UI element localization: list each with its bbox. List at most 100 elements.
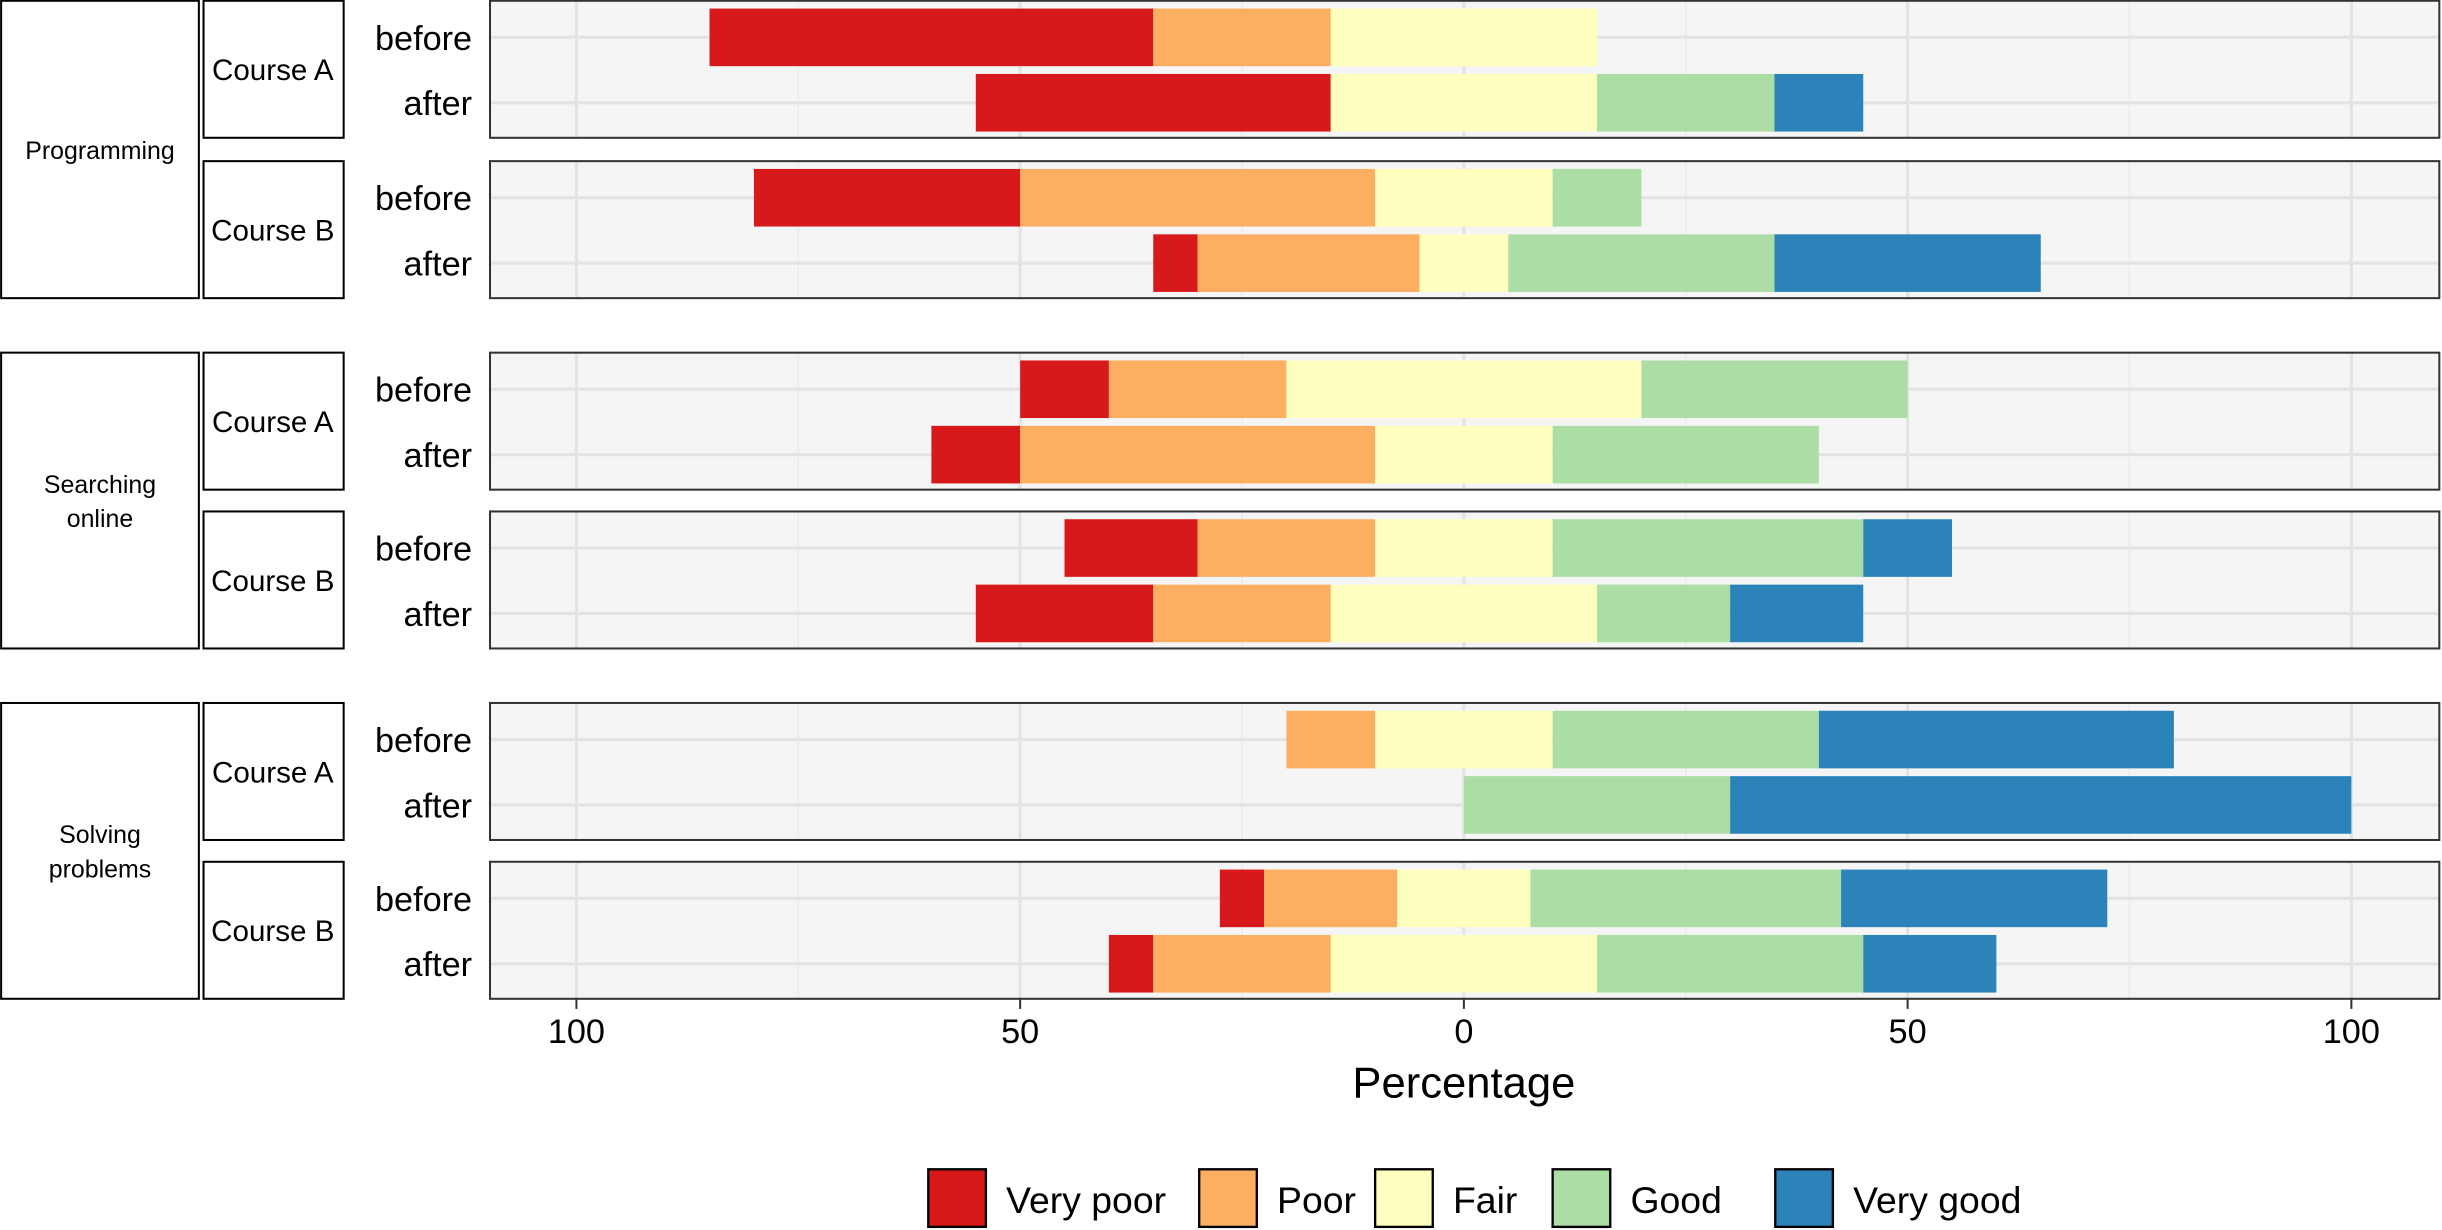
bar-segment-fair: [1286, 360, 1642, 419]
bar-segment-very-good: [1863, 934, 1997, 993]
bar-segment-poor: [1197, 234, 1420, 292]
bar-segment-very-poor: [1153, 234, 1198, 292]
legend-label: Very poor: [1006, 1179, 1166, 1221]
row-label: after: [404, 85, 473, 123]
course-strip: [202, 701, 345, 841]
row-label: before: [375, 20, 472, 58]
legend-label: Good: [1630, 1179, 1721, 1221]
bar-segment-poor: [1197, 519, 1376, 577]
panel-border: [488, 510, 2441, 650]
row-label: after: [404, 437, 473, 475]
legend: Very poor Poor Fair Good Very good: [927, 1168, 2021, 1229]
x-tick-label: 50: [1001, 1013, 1039, 1051]
facet-group: Searching online Course A before after Course…: [0, 351, 2441, 650]
course-strip-label: Course B: [211, 565, 334, 598]
bar-segment-fair: [1375, 519, 1553, 577]
bar-segment-fair: [1375, 710, 1553, 769]
bar-segment-fair: [1330, 73, 1598, 132]
legend-label: Very good: [1853, 1179, 2021, 1221]
legend-item: Very good: [1774, 1168, 2021, 1229]
bar-segment-good: [1552, 519, 1864, 577]
group-strip: [0, 351, 200, 650]
panel-border: [488, 0, 2441, 139]
bar-segment-fair: [1375, 168, 1553, 227]
bar-segment-good: [1552, 425, 1819, 484]
bar-segment-poor: [1108, 360, 1287, 419]
panel-border: [488, 860, 2441, 1000]
legend-item: Poor: [1198, 1168, 1356, 1229]
legend-key: [927, 1168, 988, 1229]
bar-segment-poor: [1286, 710, 1376, 769]
course-strip-label: Course A: [212, 54, 334, 87]
bar-segment-poor: [1020, 425, 1376, 484]
bar-segment-fair: [1375, 425, 1553, 484]
panels: Programming Course A before after Course B be…: [0, 0, 2441, 1000]
bar-segment-very-poor: [1219, 869, 1265, 928]
bar-segment-very-good: [1818, 710, 2174, 769]
legend-item: Fair: [1373, 1168, 1517, 1229]
facet-group: Solving problems Course A before after Course…: [0, 701, 2441, 1000]
course-strip: [202, 351, 345, 491]
legend-item: Very poor: [927, 1168, 1166, 1229]
bar-segment-very-poor: [975, 584, 1154, 643]
group-strip-label: Programming: [25, 137, 175, 165]
legend-label: Poor: [1277, 1179, 1356, 1221]
bar-segment-poor: [1020, 168, 1376, 227]
x-axis-title: Percentage: [1352, 1060, 1575, 1108]
bar-segment-fair: [1419, 234, 1509, 292]
row-label: before: [375, 722, 472, 760]
group-strip-label: Searching online: [44, 471, 156, 533]
bar-segment-very-good: [1774, 73, 1864, 132]
course-strip: [202, 860, 345, 1000]
bar-segment-very-good: [1863, 519, 1952, 577]
bar-segment-poor: [1264, 869, 1398, 928]
legend-key: [1373, 1168, 1434, 1229]
x-tick-label: 0: [1454, 1013, 1473, 1051]
legend-key: [1774, 1168, 1835, 1229]
row-label: after: [404, 946, 473, 984]
row-label: before: [375, 180, 472, 218]
bar-segment-good: [1597, 73, 1775, 132]
row-label: before: [375, 531, 472, 569]
bar-segment-fair: [1330, 8, 1598, 67]
bar-segment-poor: [1153, 584, 1331, 643]
legend-label: Fair: [1453, 1179, 1517, 1221]
panel-border: [488, 701, 2441, 841]
course-strip-label: Course A: [212, 756, 334, 789]
course-strip-label: Course A: [212, 406, 334, 439]
course-strip-label: Course B: [211, 915, 334, 948]
course-strip: [202, 510, 345, 650]
bar-segment-very-good: [1841, 869, 2108, 928]
x-tick-label: 100: [548, 1013, 605, 1051]
bar-segment-very-poor: [1064, 519, 1198, 577]
row-label: before: [375, 881, 472, 919]
bar-segment-very-good: [1730, 584, 1864, 643]
bar-segment-fair: [1397, 869, 1531, 928]
x-axis: 100 50 0 50 100: [548, 999, 2380, 1051]
bar-segment-good: [1597, 934, 1864, 993]
bar-segment-very-poor: [975, 73, 1331, 132]
bar-segment-fair: [1330, 584, 1598, 643]
x-tick-label: 50: [1889, 1013, 1927, 1051]
group-strip: [0, 0, 200, 300]
course-strip: [202, 0, 345, 139]
row-label: after: [404, 596, 473, 634]
legend-item: Good: [1551, 1168, 1722, 1229]
panel-border: [488, 351, 2441, 491]
legend-key: [1551, 1168, 1612, 1229]
bar-segment-good: [1530, 869, 1842, 928]
row-label: after: [404, 246, 473, 284]
facet-group: Programming Course A before after Course B be…: [0, 0, 2441, 300]
bar-segment-very-good: [1774, 234, 2041, 292]
bar-segment-very-poor: [753, 168, 1021, 227]
bar-segment-good: [1463, 776, 1731, 834]
bar-segment-fair: [1330, 934, 1598, 993]
row-label: after: [404, 787, 473, 825]
group-strip: [0, 701, 200, 1000]
bar-segment-good: [1597, 584, 1731, 643]
course-strip-label: Course B: [211, 215, 334, 248]
bar-segment-poor: [1153, 934, 1331, 993]
course-strip: [202, 160, 345, 300]
bar-segment-good: [1552, 710, 1819, 769]
